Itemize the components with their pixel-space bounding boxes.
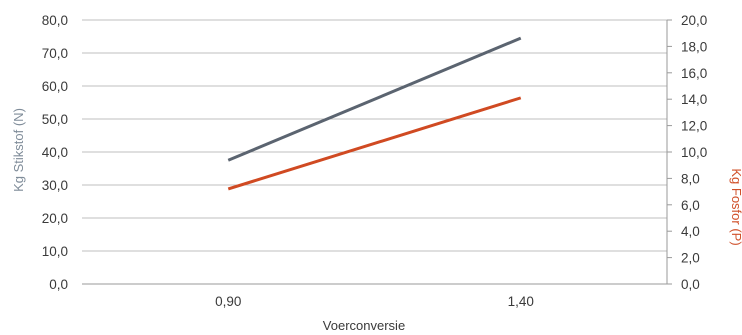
left-tick-label: 70,0 (42, 46, 68, 61)
right-tick-label: 16,0 (681, 66, 707, 81)
right-axis-title: Kg Fosfor (P) (729, 168, 742, 245)
left-tick-label: 60,0 (42, 79, 68, 94)
right-tick-label: 0,0 (681, 277, 700, 292)
right-tick-label: 4,0 (681, 224, 700, 239)
left-tick-label: 10,0 (42, 244, 68, 259)
x-tick-label: 1,40 (508, 294, 534, 309)
right-tick-label: 14,0 (681, 92, 707, 107)
x-axis-ticks: 0,90 1,40 (215, 294, 534, 309)
series-lines (227, 36, 522, 191)
x-axis-title: Voerconversie (323, 318, 405, 333)
right-tick-label: 18,0 (681, 39, 707, 54)
right-tick-label: 8,0 (681, 171, 700, 186)
left-axis-title: Kg Stikstof (N) (11, 108, 26, 192)
right-tick-label: 6,0 (681, 198, 700, 213)
right-tick-label: 2,0 (681, 251, 700, 266)
right-tick-label: 20,0 (681, 13, 707, 28)
gridlines (82, 19, 667, 252)
left-tick-label: 30,0 (42, 178, 68, 193)
left-tick-label: 40,0 (42, 145, 68, 160)
x-tick-label: 0,90 (215, 294, 241, 309)
fosfor-series-line (227, 96, 522, 191)
stikstof-series-line (227, 36, 522, 162)
right-tick-label: 12,0 (681, 119, 707, 134)
right-axis-ticks: 0,0 2,0 4,0 6,0 8,0 10,0 12,0 14,0 16,0 18,0 20,0 (667, 13, 707, 292)
left-tick-label: 20,0 (42, 211, 68, 226)
left-tick-label: 50,0 (42, 112, 68, 127)
left-axis-ticks: 0,0 10,0 20,0 30,0 40,0 50,0 60,0 70,0 80,0 (42, 13, 68, 292)
right-tick-label: 10,0 (681, 145, 707, 160)
left-tick-label: 0,0 (49, 277, 68, 292)
left-tick-label: 80,0 (42, 13, 68, 28)
